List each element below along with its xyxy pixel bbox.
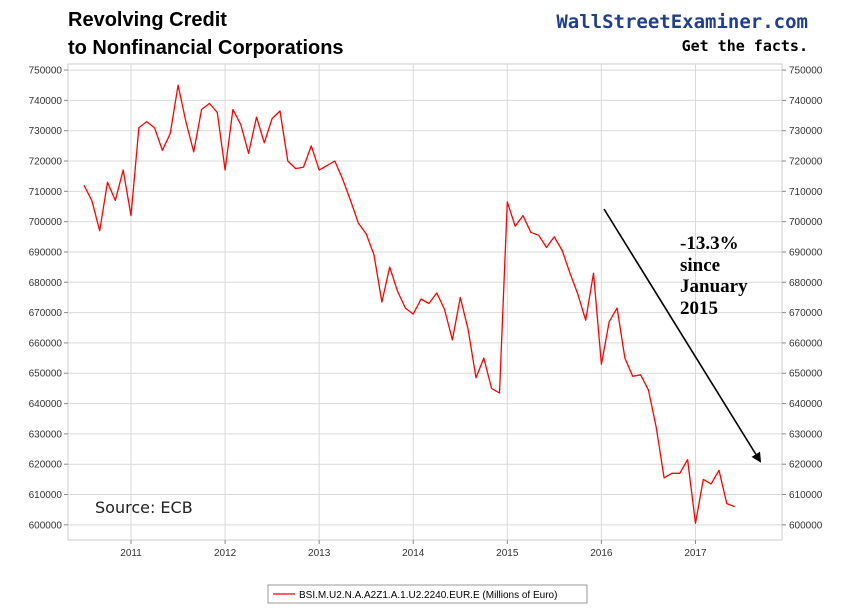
y-tick-label: 690000: [29, 247, 63, 258]
tick-layer: 600000 600000 610000 610000 620000 620000 6300…: [29, 66, 823, 559]
legend-label: BSI.M.U2.N.A.A2Z1.A.1.U2.2240.EUR.E (Mil…: [299, 590, 557, 601]
chart-title-line2: to Nonfinancial Corporations: [68, 37, 344, 59]
y-tick-label: 640000: [29, 399, 63, 410]
y-tick-label: 720000: [29, 157, 63, 168]
y-tick-label: 630000: [29, 429, 63, 440]
y-tick-label: 700000: [29, 217, 63, 228]
y-tick-label: 710000: [29, 187, 63, 198]
y-tick-label: 600000: [29, 520, 63, 531]
series-line: [83, 84, 735, 524]
x-tick-label: 2012: [214, 548, 237, 559]
y-tick-label-right: 660000: [789, 338, 823, 349]
y-tick-label-right: 600000: [789, 520, 823, 531]
y-tick-label: 650000: [29, 369, 63, 380]
x-tick-label: 2013: [308, 548, 331, 559]
y-tick-label-right: 620000: [789, 460, 823, 471]
y-tick-label-right: 740000: [789, 96, 823, 107]
y-tick-label-right: 730000: [789, 126, 823, 137]
trend-arrow: [603, 208, 762, 463]
brand-logo-text: WallStreetExaminer.com: [556, 11, 808, 33]
y-tick-label-right: 720000: [789, 157, 823, 168]
y-tick-label: 740000: [29, 96, 63, 107]
y-tick-label-right: 670000: [789, 308, 823, 319]
annotation-line-1: -13.3%: [680, 233, 739, 254]
brand-tagline: Get the facts.: [682, 37, 808, 55]
y-tick-label-right: 640000: [789, 399, 823, 410]
x-tick-label: 2016: [590, 548, 613, 559]
y-tick-label-right: 630000: [789, 429, 823, 440]
x-tick-label: 2011: [120, 548, 142, 559]
y-tick-label-right: 710000: [789, 187, 823, 198]
y-tick-label-right: 680000: [789, 278, 823, 289]
x-tick-label: 2017: [684, 548, 707, 559]
y-tick-label-right: 690000: [789, 247, 823, 258]
y-tick-label: 670000: [29, 308, 63, 319]
series-layer: [83, 84, 735, 524]
y-tick-label: 730000: [29, 126, 63, 137]
y-tick-label-right: 750000: [789, 66, 823, 77]
y-tick-label-right: 700000: [789, 217, 823, 228]
annotation-line-2: since: [680, 255, 720, 276]
x-tick-label: 2014: [402, 548, 425, 559]
y-tick-label: 750000: [29, 66, 63, 77]
y-tick-label-right: 650000: [789, 369, 823, 380]
y-tick-label-right: 610000: [789, 490, 823, 501]
chart-title-line1: Revolving Credit: [68, 9, 227, 31]
y-tick-label: 660000: [29, 338, 63, 349]
legend-box: [267, 584, 588, 604]
y-tick-label: 680000: [29, 278, 63, 289]
annotation-line-3: January: [680, 276, 748, 297]
annotation-line-4: 2015: [680, 298, 718, 319]
source-note: Source: ECB: [95, 498, 193, 517]
grid-layer: [68, 64, 782, 540]
x-tick-label: 2015: [496, 548, 519, 559]
y-tick-label: 620000: [29, 460, 63, 471]
y-tick-label: 610000: [29, 490, 63, 501]
